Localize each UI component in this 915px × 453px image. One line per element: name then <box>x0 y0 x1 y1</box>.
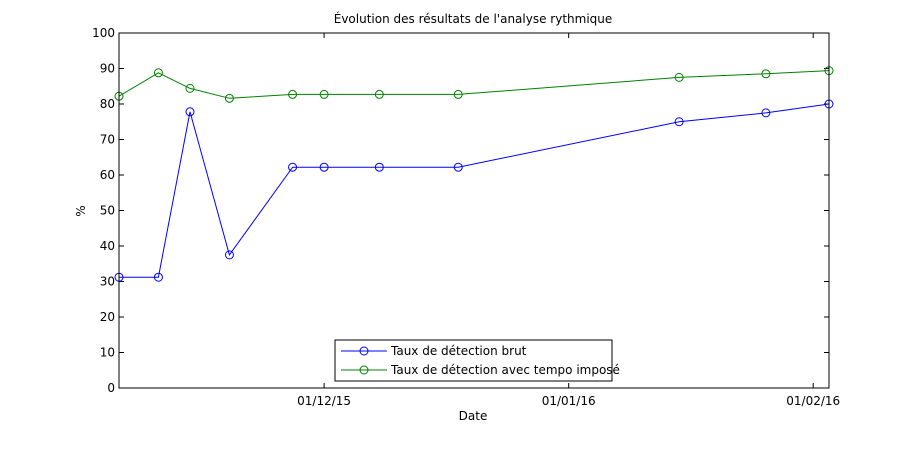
data-point <box>319 89 329 99</box>
x-tick-label: 01/02/16 <box>786 394 840 408</box>
data-point <box>674 72 684 82</box>
x-axis-label: Date <box>459 409 488 423</box>
legend-label: Taux de détection avec tempo imposé <box>390 363 620 377</box>
data-point <box>224 93 234 103</box>
legend-entry: Taux de détection avec tempo imposé <box>341 363 620 377</box>
x-tick-label: 01/01/16 <box>542 394 596 408</box>
data-point <box>761 69 771 79</box>
data-point <box>153 272 163 282</box>
data-point <box>374 162 384 172</box>
axes-box <box>118 32 830 389</box>
ticks-layer: 0 10 20 30 40 50 60 70 80 90 100 01/12/15 01/01/16 01… <box>92 26 840 408</box>
y-tick-label: 30 <box>100 275 115 289</box>
data-point <box>185 83 195 93</box>
plot-area <box>119 33 829 388</box>
data-point <box>288 162 298 172</box>
series-line <box>119 103 830 278</box>
data-point <box>674 117 684 127</box>
data-point <box>224 250 234 260</box>
legend-box <box>334 339 613 382</box>
y-tick-label: 100 <box>92 26 115 40</box>
y-tick-label: 0 <box>107 381 115 395</box>
y-tick-label: 50 <box>100 204 115 218</box>
data-point <box>185 107 195 117</box>
chart-title: Évolution des résultats de l'analyse ryt… <box>334 11 613 26</box>
series-layer <box>114 66 834 282</box>
data-point <box>453 162 463 172</box>
data-point <box>453 89 463 99</box>
legend-entry: Taux de détection brut <box>341 344 527 358</box>
y-tick-label: 60 <box>100 168 115 182</box>
y-tick-label: 20 <box>100 310 115 324</box>
data-point <box>761 108 771 118</box>
y-tick-label: 90 <box>100 62 115 76</box>
x-tick-label: 01/12/15 <box>297 394 351 408</box>
legend-marker-swatch <box>359 365 369 375</box>
data-point <box>288 89 298 99</box>
legend-marker-swatch <box>359 346 369 356</box>
y-tick-label: 40 <box>100 239 115 253</box>
data-point <box>153 68 163 78</box>
legend-label: Taux de détection brut <box>390 344 527 358</box>
data-point <box>319 162 329 172</box>
y-axis-label: % <box>74 205 88 216</box>
data-point <box>374 89 384 99</box>
y-tick-label: 70 <box>100 133 115 147</box>
y-tick-label: 10 <box>100 346 115 360</box>
legend: Taux de détection brut Taux de détection… <box>334 339 620 382</box>
series-line <box>118 70 830 99</box>
y-tick-label: 80 <box>100 97 115 111</box>
